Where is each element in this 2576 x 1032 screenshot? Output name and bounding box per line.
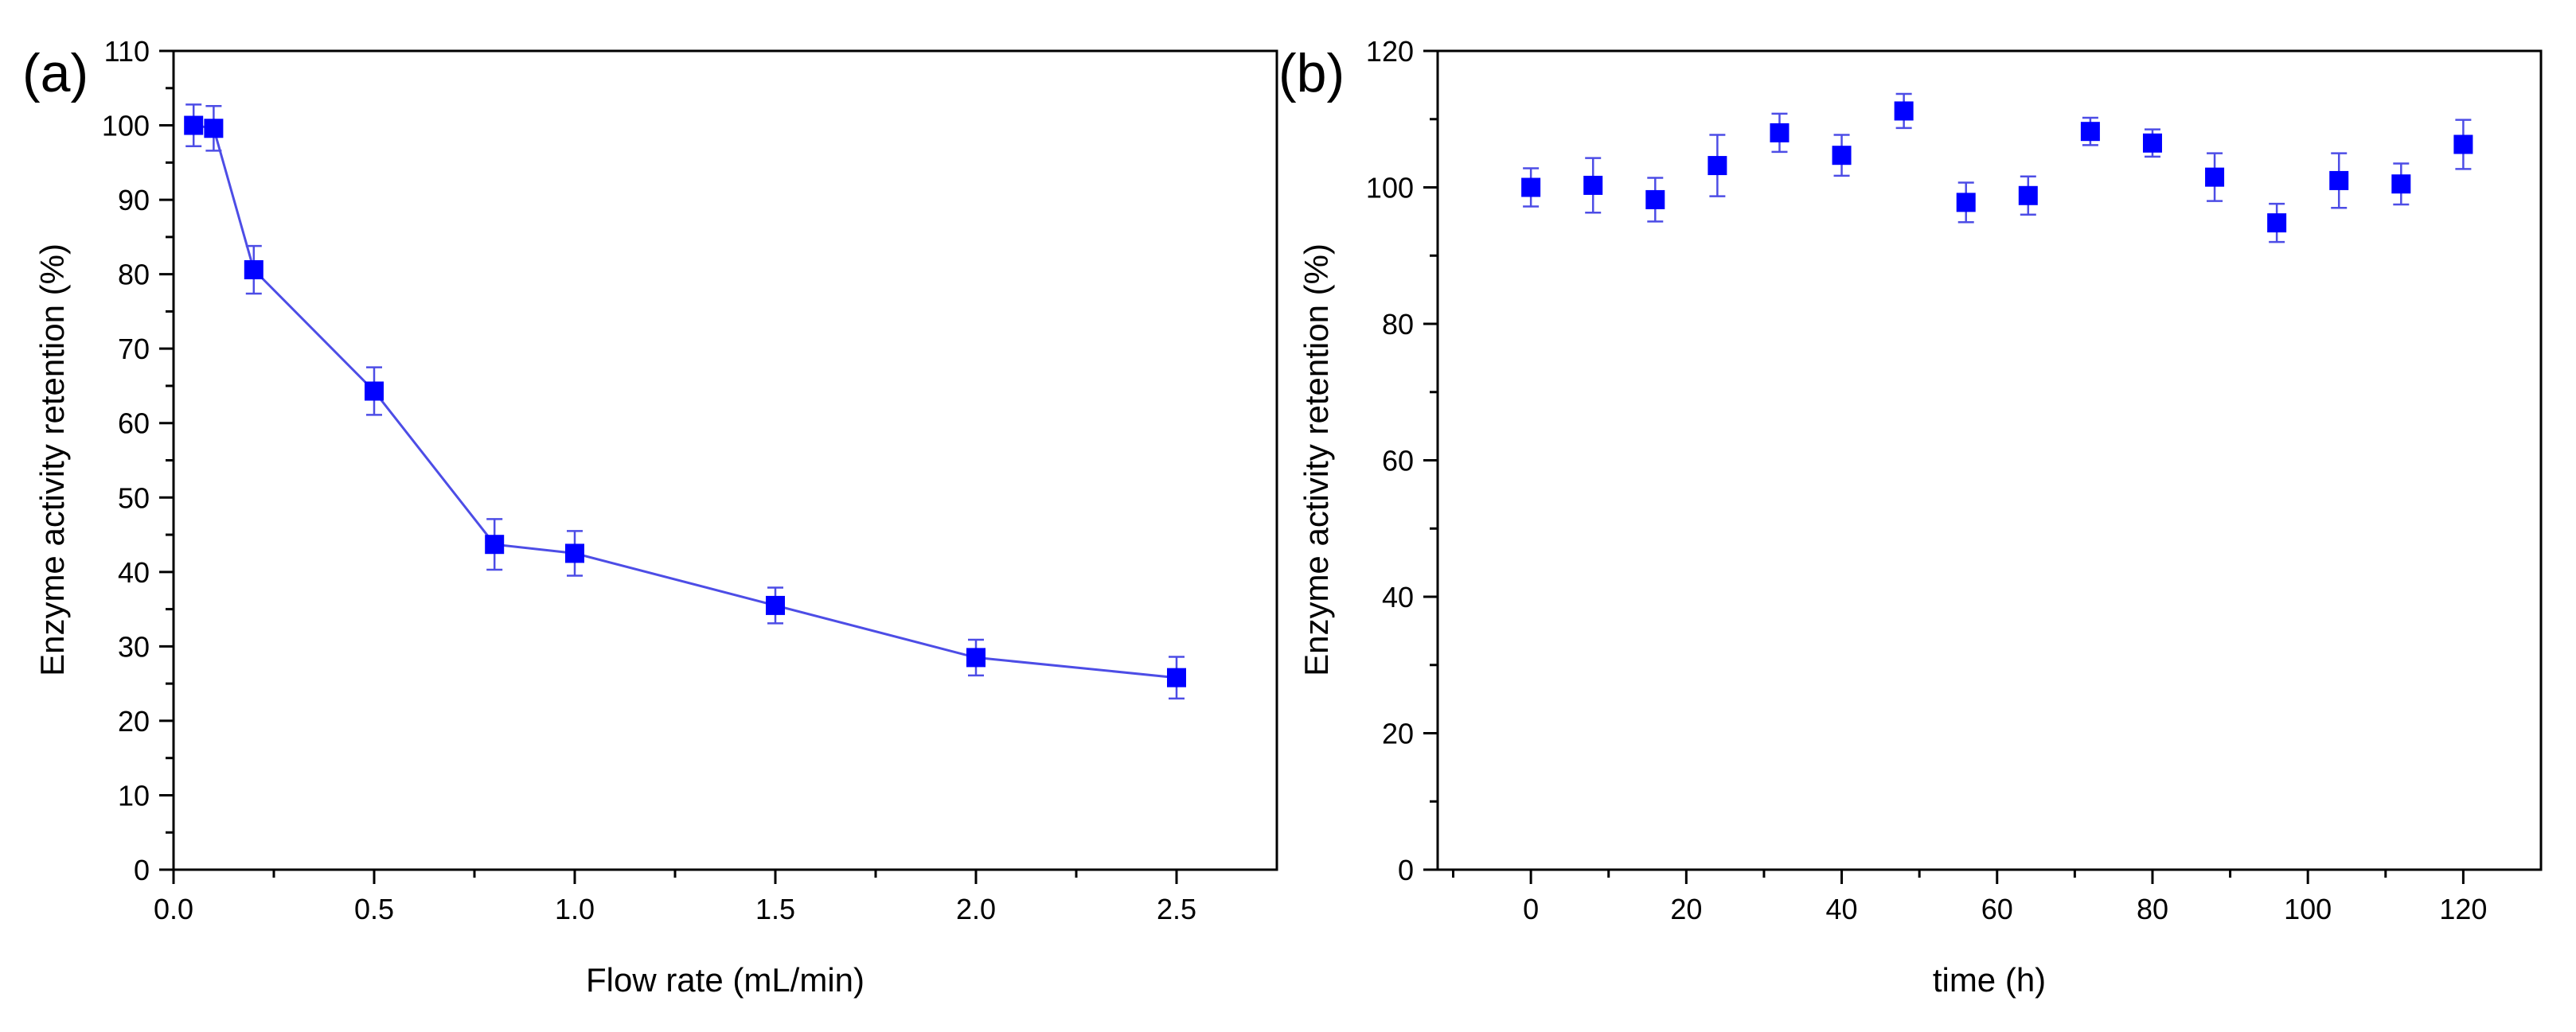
panel-b-x-tick-label: 80 [2137,893,2168,925]
panel-a-y-tick-label: 0 [134,854,150,886]
panel-b-time-stability-chart: (b) time (h) Enzyme activity retention (… [1278,35,2543,999]
panel-a-y-tick-label: 30 [118,630,150,663]
panel-b-data-point [2080,122,2100,142]
panel-a-data-point [565,543,584,563]
panel-a-x-tick-label: 0.0 [154,893,193,925]
panel-a-data-point [365,381,384,401]
panel-b-x-tick-label: 0 [1523,893,1539,925]
panel-a-data-point [184,115,204,135]
panel-a-y-axis-title: Enzyme activity retention (%) [33,243,71,676]
panel-a-y-tick-label: 80 [118,259,150,291]
panel-a-axis-ticks: 0.0 0.5 1.0 1.5 2.0 2.5 0 10 20 30 40 50 60 70 80 90 100… [102,35,1196,925]
panel-b-data-point [2205,167,2225,187]
panel-a-y-tick-label: 10 [118,779,150,812]
panel-b-axis-ticks: 0 20 40 60 80 100 120 0 20 40 60 80 100 120 [1366,35,2488,925]
panel-b-x-tick-label: 40 [1826,893,1858,925]
panel-a-label: (a) [22,43,88,103]
panel-b-x-axis-title: time (h) [1933,961,2046,999]
panel-a-data-point [1167,668,1186,687]
panel-b-plot-frame [1436,49,2543,871]
panel-a-y-tick-label: 100 [102,110,150,142]
panel-a-y-tick-label: 50 [118,481,150,514]
panel-a-y-tick-label: 70 [118,333,150,365]
panel-a-x-tick-label: 2.5 [1157,893,1196,925]
panel-b-data-point [1708,156,1727,176]
panel-a-series-line [193,124,1177,680]
panel-b-label: (b) [1278,43,1345,103]
panel-b-x-tick-label: 60 [1981,893,2013,925]
panel-b-data-point [2453,134,2473,154]
panel-b-data-point [2142,133,2162,153]
panel-a-data-point [244,260,263,280]
panel-b-data-point [2391,174,2411,194]
panel-a-data-point [766,595,785,615]
panel-b-y-tick-label: 120 [1366,35,1414,68]
panel-b-data-point [1956,193,1976,212]
panel-a-data-point [485,535,505,555]
panel-a-data-point [204,119,224,138]
panel-a-x-tick-label: 0.5 [354,893,394,925]
panel-a-y-tick-label: 110 [104,35,150,68]
panel-b-data-point [1521,177,1541,197]
panel-b-data-point [1583,175,1603,195]
panel-b-y-tick-label: 60 [1382,445,1414,477]
panel-a-x-tick-label: 1.5 [755,893,795,925]
panel-a-x-tick-label: 1.0 [555,893,595,925]
panel-b-data-point [1770,123,1790,142]
panel-b-y-tick-label: 20 [1382,718,1414,750]
panel-b-y-tick-label: 100 [1366,172,1414,204]
panel-b-data-point [2267,213,2287,233]
panel-a-y-tick-label: 90 [118,184,150,216]
panel-a-y-tick-label: 20 [118,705,150,738]
panel-b-x-tick-label: 100 [2284,893,2332,925]
panel-b-data-point [1832,146,1852,166]
panel-b-y-tick-label: 0 [1398,854,1414,886]
panel-a-y-tick-label: 60 [118,407,150,440]
panel-a-flow-rate-chart: (a) Flow rate (mL/min) Enzyme activity r… [22,35,1278,999]
panel-a-data-series [184,103,1186,700]
panel-b-data-point [2329,170,2349,190]
panel-b-y-tick-label: 40 [1382,581,1414,613]
panel-b-data-point [1894,101,1914,121]
panel-b-y-axis-title: Enzyme activity retention (%) [1298,243,1335,676]
panel-a-y-tick-label: 40 [118,556,150,589]
panel-b-data-series [1521,92,2473,243]
panel-a-x-axis-title: Flow rate (mL/min) [586,961,865,999]
panel-b-data-point [2018,185,2038,205]
panel-b-x-tick-label: 20 [1670,893,1702,925]
panel-a-plot-frame [172,49,1278,871]
panel-b-x-tick-label: 120 [2439,893,2487,925]
panel-a-x-tick-label: 2.0 [956,893,996,925]
panel-b-data-point [1645,189,1665,209]
panel-a-data-point [966,648,986,668]
panel-b-y-tick-label: 80 [1382,308,1414,341]
